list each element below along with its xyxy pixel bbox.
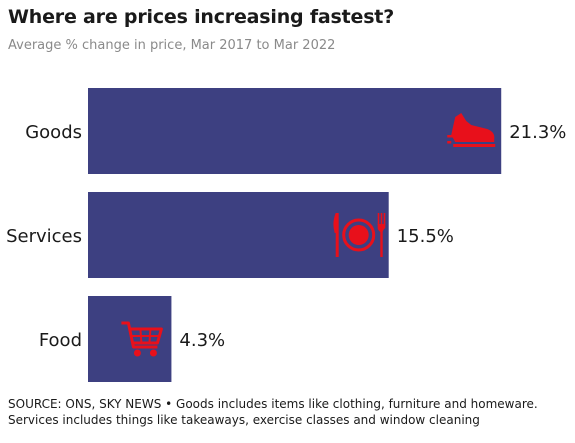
value-label-services: 15.5% xyxy=(397,226,454,247)
category-label-food: Food xyxy=(39,330,82,351)
knife-plate-fork-icon xyxy=(333,213,386,257)
category-label-goods: Goods xyxy=(25,122,82,143)
value-label-food: 4.3% xyxy=(179,330,225,351)
bar-goods xyxy=(88,88,502,174)
chart-subtitle: Average % change in price, Mar 2017 to M… xyxy=(8,38,336,53)
shopping-trolley-icon xyxy=(121,321,163,357)
chart-title: Where are prices increasing fastest? xyxy=(8,6,395,28)
trainer-shoe-icon xyxy=(447,113,496,147)
bar-chart: Goods 21.3% Services 15.5% Food 4.3% xyxy=(6,88,566,382)
category-label-services: Services xyxy=(6,226,82,247)
source-note: SOURCE: ONS, SKY NEWS • Goods includes i… xyxy=(8,397,538,427)
value-label-goods: 21.3% xyxy=(509,122,566,143)
